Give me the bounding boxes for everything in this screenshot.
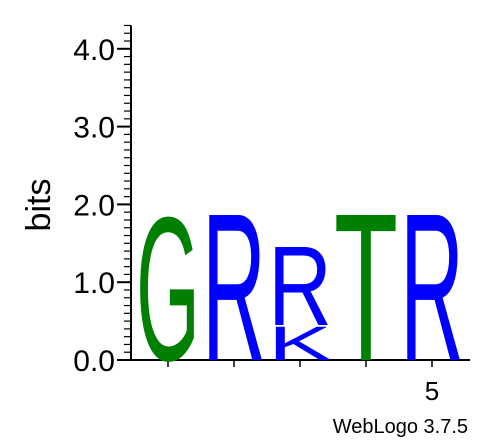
logo-letter-t: T xyxy=(334,170,398,406)
y-tick-label: 3.0 xyxy=(73,112,115,145)
y-axis: 0.0 1.0 2.0 3.0 4.0 xyxy=(73,25,131,378)
y-axis-label: bits xyxy=(20,179,58,232)
logo-letter-g: G xyxy=(136,175,200,405)
logo-letter-r: R xyxy=(202,171,266,406)
logo-letter-r: R xyxy=(400,171,464,406)
y-tick-label: 0.0 xyxy=(73,345,115,378)
weblogo-credit: WebLogo 3.7.5 xyxy=(333,416,468,438)
y-tick-label: 1.0 xyxy=(73,267,115,300)
y-tick-label: 2.0 xyxy=(73,189,115,222)
letter-stacks: G R KR T R xyxy=(136,170,464,406)
logo-letter-r: R xyxy=(268,222,332,349)
y-tick-label: 4.0 xyxy=(73,34,115,67)
